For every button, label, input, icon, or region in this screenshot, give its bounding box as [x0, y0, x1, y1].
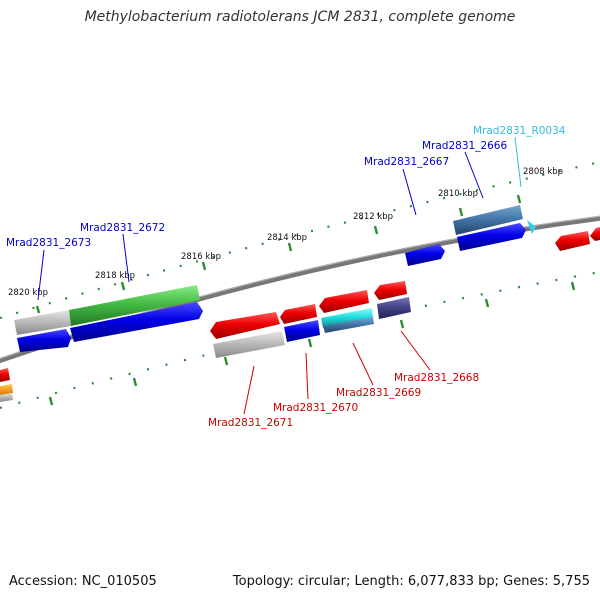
leader-2673: [37, 249, 45, 301]
gene-2669-red-cds[interactable]: [319, 290, 369, 313]
leader-2666: [464, 151, 484, 199]
gene-2673-cds[interactable]: [17, 329, 71, 352]
scale-label-2816: 2816 kbp: [181, 252, 221, 262]
gene-2671-cds[interactable]: [210, 312, 280, 339]
inner-scale-track: [0, 270, 600, 410]
gene-label-2670[interactable]: Mrad2831_2670: [273, 402, 358, 414]
gene-label-2667[interactable]: Mrad2831_2667: [364, 156, 449, 168]
gene-2672-green-feature[interactable]: [69, 285, 200, 326]
gene-label-2668[interactable]: Mrad2831_2668: [394, 372, 479, 384]
leader-2671: [243, 365, 255, 415]
gene-label-2672[interactable]: Mrad2831_2672: [80, 222, 165, 234]
scale-label-2818: 2818 kbp: [95, 271, 135, 281]
outer-major-ticks: [35, 194, 522, 314]
gene-label-R0034[interactable]: Mrad2831_R0034: [473, 125, 566, 137]
gene-label-2666[interactable]: Mrad2831_2666: [422, 140, 507, 152]
gene-2669-cyan-feature[interactable]: [321, 308, 373, 328]
gene-label-2669[interactable]: Mrad2831_2669: [336, 387, 421, 399]
right-edge-red-cds[interactable]: [555, 231, 590, 251]
genome-summary-text: Topology: circular; Length: 6,077,833 bp…: [232, 574, 590, 589]
gene-2673-gray-feature[interactable]: [14, 310, 71, 335]
gene-label-2673[interactable]: Mrad2831_2673: [6, 237, 91, 249]
leader-R0034: [514, 136, 522, 188]
left-edge-red-cds[interactable]: [0, 368, 10, 382]
gene-2670-red-cds[interactable]: [280, 304, 317, 324]
accession-text: Accession: NC_010505: [9, 574, 157, 589]
rrna-R0034-feature[interactable]: [527, 220, 536, 234]
leader-2668: [400, 330, 431, 371]
leader-2667: [402, 168, 417, 216]
scale-label-2820: 2820 kbp: [8, 288, 48, 298]
inner-major-ticks: [48, 281, 576, 406]
gene-2669-steel-feature[interactable]: [323, 317, 374, 333]
left-edge-orange-feature[interactable]: [0, 384, 13, 395]
gene-2668-red-cds[interactable]: [374, 281, 407, 300]
leader-2670: [305, 352, 309, 400]
leader-2669: [352, 342, 374, 386]
left-edge-gray-feature[interactable]: [0, 393, 13, 402]
scale-label-2808: 2808 kbp: [523, 167, 563, 177]
gene-2668-navy-feature[interactable]: [377, 297, 411, 319]
scale-label-2812: 2812 kbp: [353, 212, 393, 222]
scale-label-2810: 2810 kbp: [438, 189, 478, 199]
gene-2670-blue-feature[interactable]: [284, 320, 320, 342]
right-edge-red-cds-2[interactable]: [590, 227, 600, 241]
map-title: Methylobacterium radiotolerans JCM 2831,…: [84, 9, 516, 25]
gene-2671-gray-feature[interactable]: [213, 331, 285, 358]
gene-2667-cds[interactable]: [405, 244, 445, 266]
gene-2666-cds[interactable]: [457, 223, 526, 251]
gene-2666-steelblue-feature[interactable]: [453, 205, 523, 235]
leader-2672: [122, 233, 130, 283]
gene-2672-cds[interactable]: [70, 302, 203, 342]
scale-label-2814: 2814 kbp: [267, 233, 307, 243]
gene-label-2671[interactable]: Mrad2831_2671: [208, 417, 293, 429]
